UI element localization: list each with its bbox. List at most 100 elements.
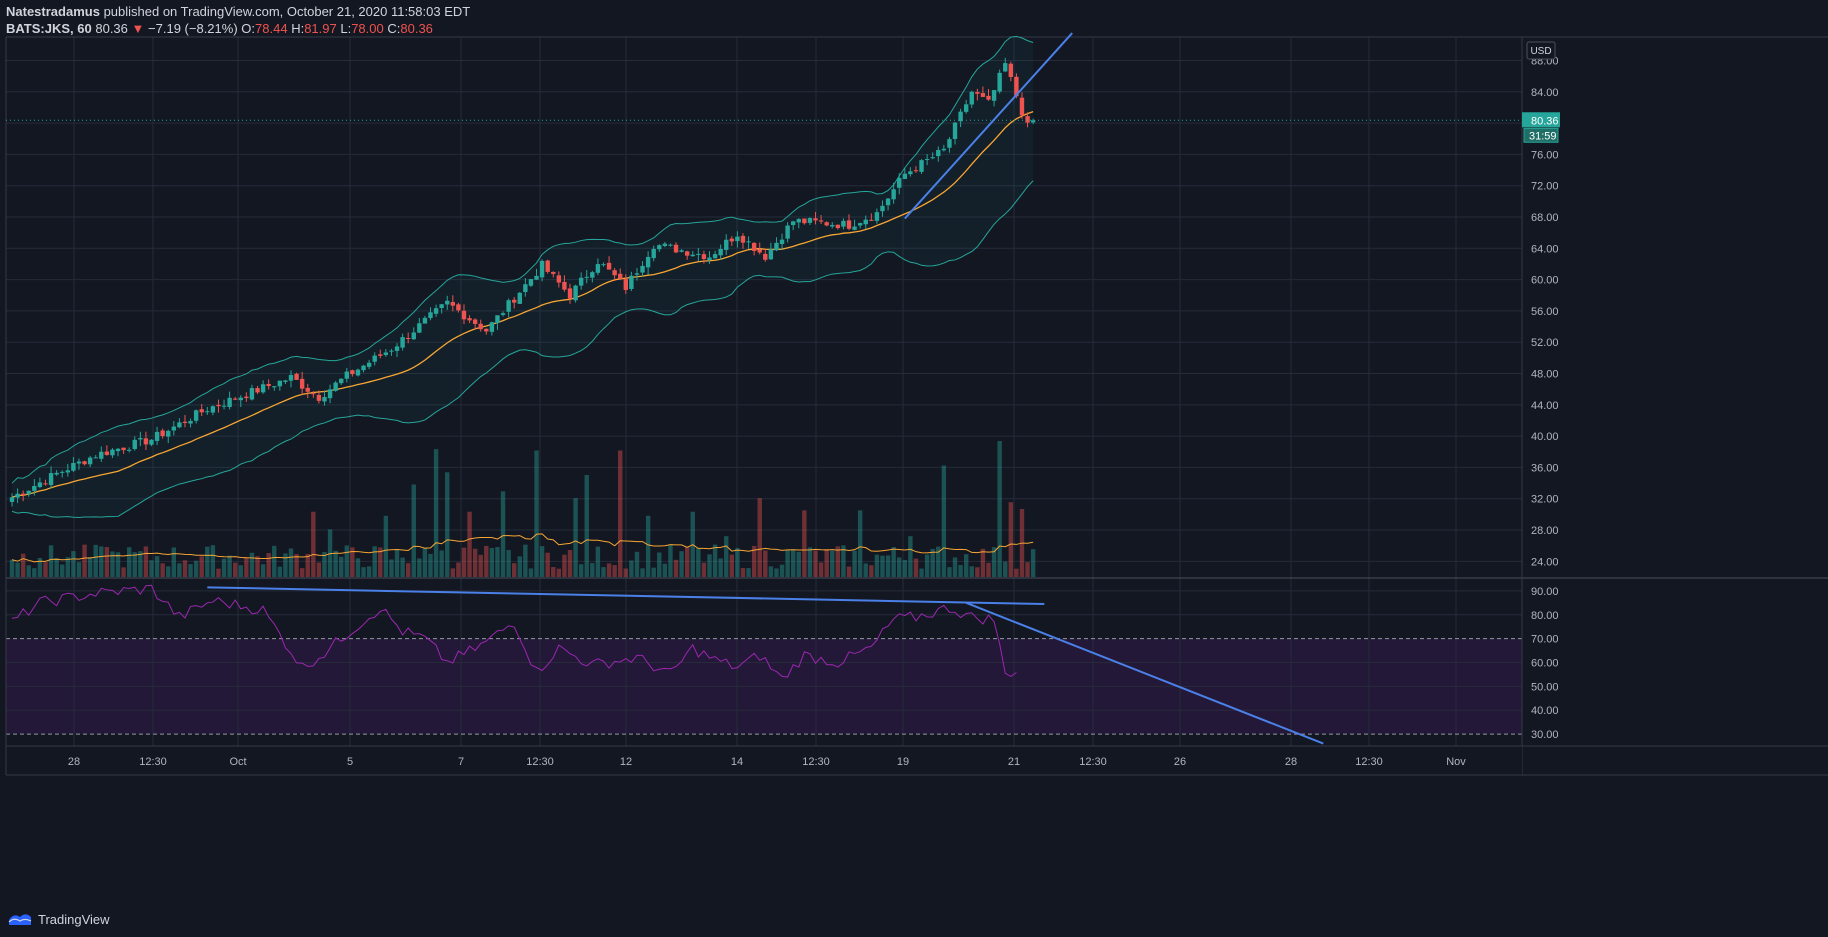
volume-bar	[751, 545, 757, 577]
currency-button-bg	[1526, 41, 1556, 60]
candle-body	[841, 220, 846, 227]
candle-body	[99, 451, 104, 459]
candle	[383, 349, 389, 357]
candle-body	[590, 272, 595, 278]
candle-body	[138, 437, 143, 440]
volume-bar	[980, 548, 986, 577]
candle	[450, 295, 456, 312]
candle-body	[673, 244, 679, 253]
volume-bar	[48, 545, 54, 577]
volume-bar	[272, 545, 277, 577]
candle-body	[48, 473, 54, 486]
candle-body	[299, 378, 305, 389]
candle-body	[199, 409, 204, 413]
candle-body	[160, 430, 165, 437]
candle-body	[852, 226, 857, 230]
candle	[417, 317, 422, 334]
volume-bar	[177, 563, 182, 577]
volume-bar	[433, 449, 439, 577]
candle	[852, 219, 857, 231]
candle	[294, 372, 299, 380]
volume-bar	[411, 484, 416, 577]
rsi-tick-label: 50.00	[1531, 681, 1559, 693]
candle	[1008, 61, 1014, 82]
price-pane	[6, 37, 1522, 577]
volume-bar	[15, 562, 20, 577]
candle-body	[383, 352, 389, 356]
volume-bar	[233, 562, 238, 577]
price-tick-label: 32.00	[1531, 494, 1559, 506]
volume-bar	[779, 564, 785, 577]
close-label: C:	[387, 21, 401, 36]
volume-bar	[807, 547, 813, 577]
volume-bar	[333, 550, 338, 577]
candle	[1025, 112, 1030, 128]
candle	[556, 271, 562, 288]
time-tick-label: 12:30	[1079, 756, 1107, 768]
candle	[785, 222, 790, 243]
candle-body	[104, 451, 110, 455]
rsi-tick-label: 60.00	[1531, 658, 1559, 670]
candle-series	[9, 57, 1036, 507]
volume-bar	[372, 546, 377, 577]
candle	[121, 447, 126, 454]
candle-body	[445, 300, 450, 305]
candle	[99, 446, 104, 462]
candle	[684, 250, 690, 260]
candle	[378, 349, 383, 359]
candle-body	[1008, 63, 1014, 77]
candle	[629, 271, 634, 292]
candle-body	[333, 382, 338, 391]
candle	[126, 447, 132, 453]
candle	[757, 242, 762, 255]
volume-bar	[115, 552, 121, 577]
candle-body	[154, 431, 160, 441]
candle-body	[20, 493, 26, 495]
brand-name[interactable]: TradingView	[38, 911, 110, 927]
candle	[405, 332, 411, 344]
volume-bar	[774, 568, 779, 577]
candle-body	[724, 239, 729, 250]
candle-body	[874, 212, 880, 221]
candle	[104, 445, 110, 456]
candle	[1030, 118, 1036, 125]
symbol-label[interactable]: BATS:JKS, 60	[6, 21, 92, 36]
publisher-name[interactable]: Natestradamus	[6, 4, 100, 19]
bollinger-fill	[12, 36, 1034, 518]
candle	[361, 364, 366, 373]
volume-bar	[562, 554, 567, 577]
candle	[601, 262, 606, 267]
high-value: 81.97	[304, 21, 337, 36]
candle	[233, 396, 238, 401]
candle-body	[26, 490, 31, 495]
last-price-badge-label: 80.36	[1531, 115, 1559, 127]
candle-body	[411, 332, 416, 340]
volume-bar	[852, 550, 857, 577]
volume-bar	[400, 557, 405, 577]
candle	[411, 327, 416, 340]
candle-body	[857, 223, 863, 226]
volume-bar	[32, 568, 37, 577]
currency-button[interactable]: USD	[1526, 41, 1556, 60]
candle	[707, 251, 712, 264]
candle-body	[913, 170, 919, 172]
rsi-tick-label: 40.00	[1531, 705, 1559, 717]
candle-body	[640, 265, 645, 273]
volume-bar	[963, 554, 969, 577]
volume-bar	[60, 564, 65, 577]
volume-bar	[87, 557, 93, 577]
time-tick-label: 12:30	[139, 756, 167, 768]
candle	[71, 457, 76, 472]
volume-bar	[439, 550, 444, 577]
volume-bar	[221, 558, 227, 577]
candle-body	[584, 276, 589, 278]
volume-bar	[539, 546, 545, 577]
candle-body	[283, 380, 288, 382]
candle	[936, 146, 941, 162]
volume-bar	[841, 545, 846, 577]
volume-bar	[389, 559, 394, 577]
volume-bar	[506, 550, 511, 577]
volume-bar	[350, 547, 355, 577]
